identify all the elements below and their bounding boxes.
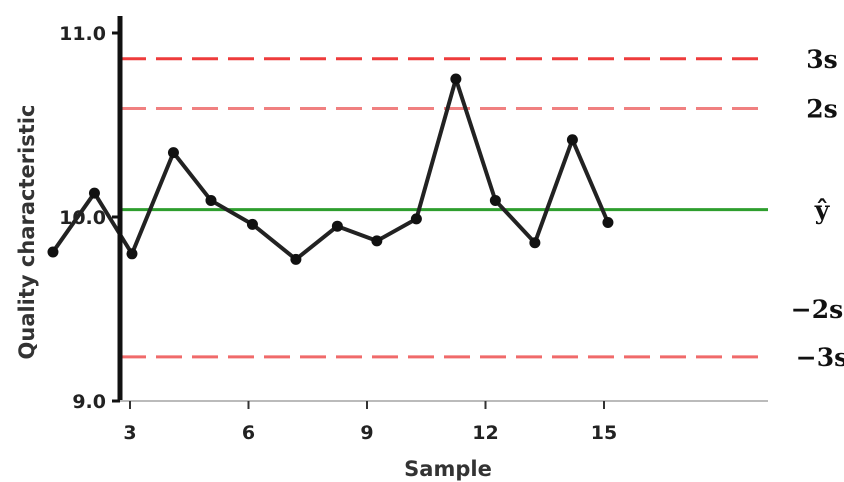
x-tick-label: 9 xyxy=(360,422,373,444)
axes: 9.0 10.0 11.0 3 6 9 12 15 xyxy=(59,16,768,444)
data-point xyxy=(126,248,138,260)
limit-label-0: 3s xyxy=(806,45,837,74)
data-point xyxy=(205,194,217,206)
data-point xyxy=(331,220,343,232)
y-axis-title: Quality characteristic xyxy=(15,105,39,360)
x-tick-label: 15 xyxy=(591,422,617,444)
data-point xyxy=(371,235,383,247)
y-tick-label: 9.0 xyxy=(72,391,106,413)
data-point xyxy=(246,218,258,230)
limit-label-2: ŷ xyxy=(814,196,831,225)
x-tick-label: 3 xyxy=(123,422,136,444)
series-line-0 xyxy=(51,77,610,262)
data-point xyxy=(290,253,302,265)
reference-lines xyxy=(120,57,768,359)
data-point xyxy=(566,134,578,146)
limit-label-1: 2s xyxy=(806,94,837,123)
data-point xyxy=(450,73,462,85)
y-tick-label: 11.0 xyxy=(59,23,106,45)
data-point xyxy=(602,217,614,229)
limit-labels: 3s 2s ŷ −3s −2s xyxy=(791,45,844,372)
data-point xyxy=(410,213,422,225)
data-point xyxy=(88,187,100,199)
data-point xyxy=(47,246,59,258)
x-axis-title: Sample xyxy=(404,457,492,481)
data-point xyxy=(167,147,179,159)
data-point xyxy=(489,194,501,206)
limit-label-extra-0: −2s xyxy=(791,295,843,324)
limit-label-3: −3s xyxy=(796,343,844,372)
data-series xyxy=(47,73,614,265)
x-tick-label: 12 xyxy=(472,422,498,444)
data-point xyxy=(529,237,541,249)
x-tick-label: 6 xyxy=(242,422,255,444)
y-tick-label: 10.0 xyxy=(59,207,106,229)
